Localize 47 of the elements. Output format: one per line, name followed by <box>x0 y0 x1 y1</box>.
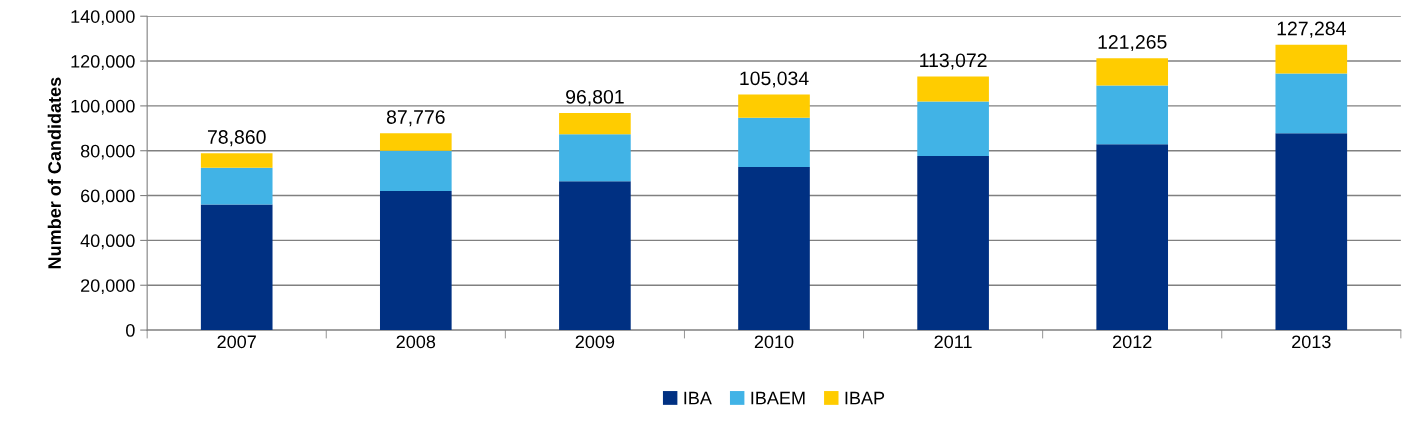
bar <box>559 181 631 331</box>
bar <box>738 167 810 331</box>
bar <box>1275 133 1348 331</box>
bar <box>379 150 452 192</box>
x-tick-label: 2008 <box>396 335 436 349</box>
bar <box>559 134 631 182</box>
bar <box>200 167 273 205</box>
total-label: 105,034 <box>740 71 809 88</box>
y-tick-label: 120,000 <box>71 55 135 70</box>
bar <box>1275 44 1348 74</box>
bar <box>917 156 989 331</box>
legend-label: IBAEM <box>751 391 805 405</box>
y-tick-label: 80,000 <box>80 144 135 160</box>
legend-label: IBA <box>684 391 712 405</box>
x-tick-label: 2013 <box>1292 335 1331 349</box>
total-label: 121,265 <box>1098 35 1167 52</box>
legend-label: IBAP <box>845 391 885 405</box>
x-tick-label: 2012 <box>1113 335 1152 349</box>
total-label: 127,284 <box>1277 21 1346 38</box>
bar <box>379 191 452 331</box>
total-label: 87,776 <box>386 110 445 127</box>
total-label: 113,072 <box>920 53 987 70</box>
y-tick-label: 60,000 <box>81 189 135 205</box>
bar <box>917 101 989 157</box>
y-tick-label: 140,000 <box>71 10 135 26</box>
x-tick-label: 2010 <box>754 335 794 349</box>
bar <box>200 153 273 168</box>
bar <box>1096 85 1169 145</box>
bar <box>1275 73 1348 134</box>
x-tick-label: 2009 <box>575 335 615 349</box>
y-tick-label: 40,000 <box>80 234 135 250</box>
bar <box>738 94 810 118</box>
y-tick-label: 100,000 <box>71 99 135 115</box>
bar <box>1096 58 1169 86</box>
y-axis-title: Number of Candidates <box>47 77 61 269</box>
bar <box>559 113 631 135</box>
y-tick-label: 0 <box>126 324 135 337</box>
y-tick-label: 20,000 <box>81 279 135 295</box>
total-label: 78,860 <box>207 130 266 147</box>
x-tick-label: 2011 <box>934 335 972 349</box>
bar <box>917 76 989 102</box>
bar <box>379 133 452 151</box>
total-label: 96,801 <box>566 89 624 106</box>
x-tick-label: 2007 <box>217 335 256 349</box>
bar <box>1096 144 1169 331</box>
bar <box>738 117 810 168</box>
bar <box>200 204 273 331</box>
